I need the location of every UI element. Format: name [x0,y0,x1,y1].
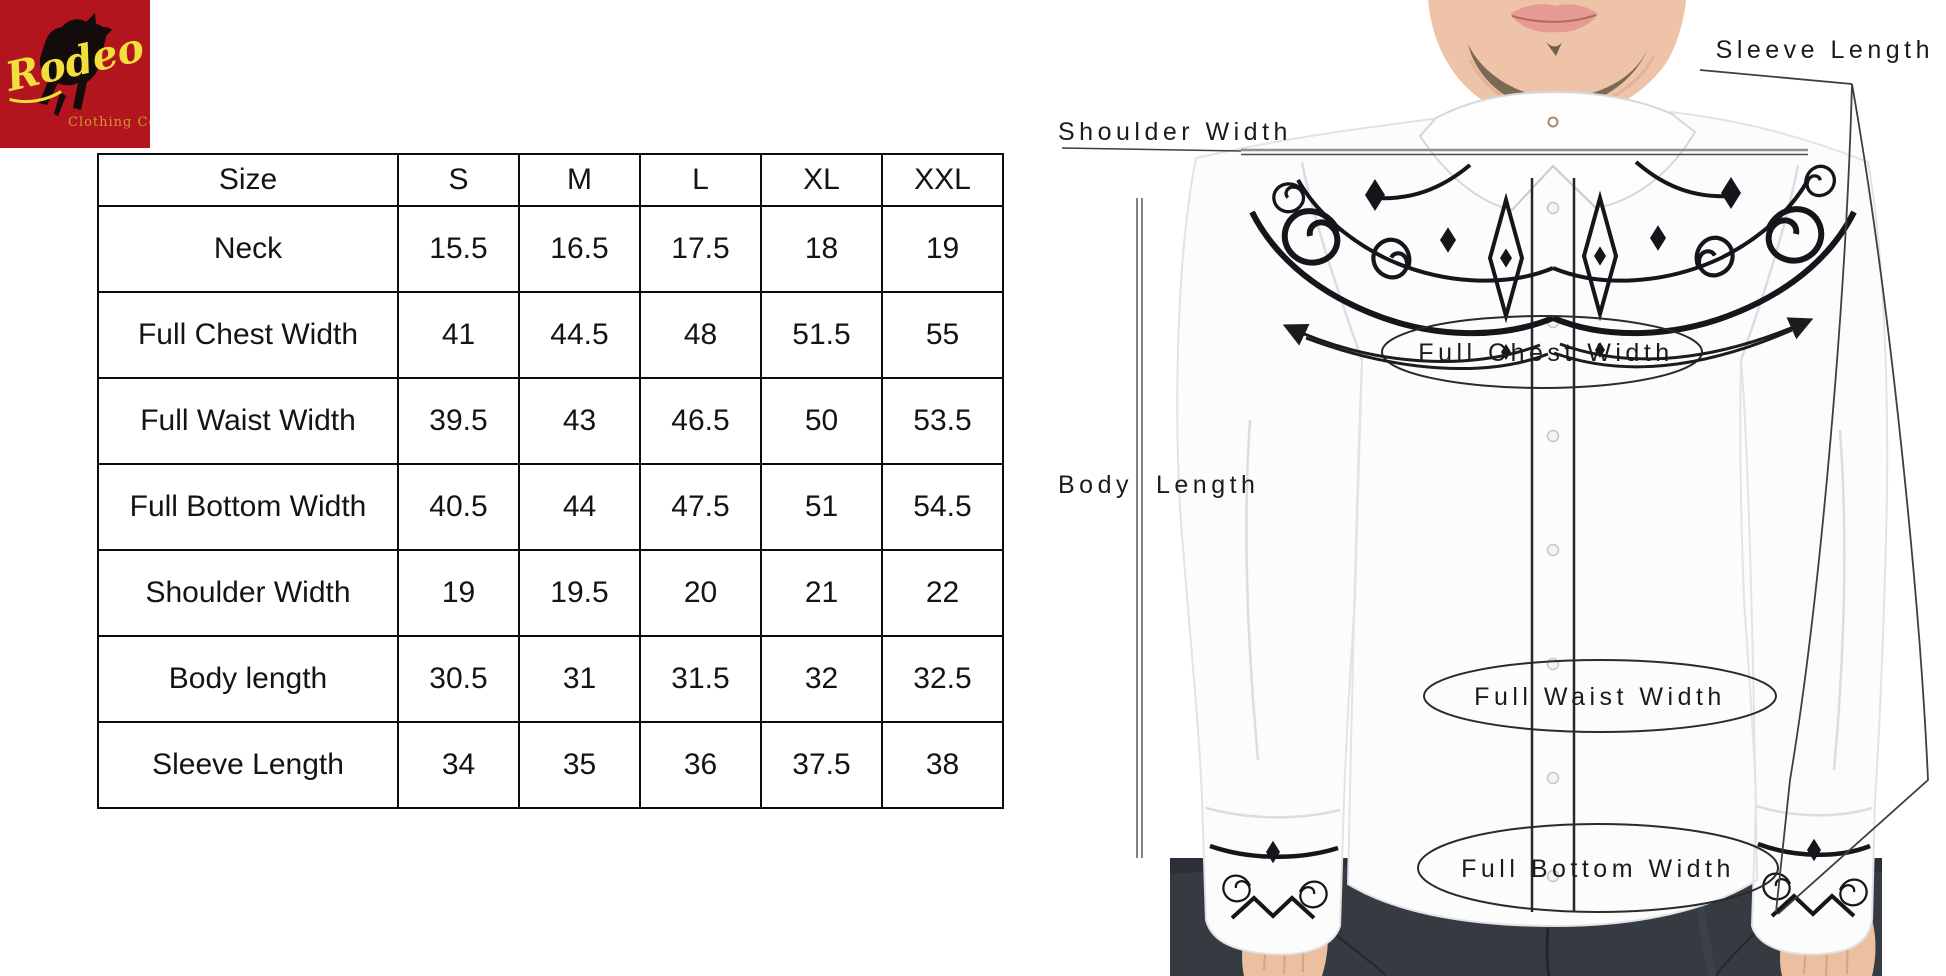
label-length: Length [1156,471,1259,499]
col-header-m: M [518,153,641,207]
shirt-placket [1530,178,1576,912]
cell: 19 [397,549,520,637]
label-body: Body [1058,471,1133,499]
full-waist-ellipse [1423,659,1777,733]
brand-swash [9,90,62,104]
cell: 18 [760,205,883,293]
table-row-full-chest-width: Full Chest Width 41 44.5 48 51.5 55 [97,291,1004,379]
table-row-shoulder-width: Shoulder Width 19 19.5 20 21 22 [97,549,1004,637]
cell: 46.5 [639,377,762,465]
cell: 51.5 [760,291,883,379]
cell: 21 [760,549,883,637]
embroidery-yoke [1249,159,1857,360]
cell: 38 [881,721,1004,809]
embroidery-cuffs [1209,838,1871,920]
label-full-bottom-width: Full Bottom Width [1461,855,1735,883]
cell: 40.5 [397,463,520,551]
cell: 31 [518,635,641,723]
model-lips [1510,4,1598,33]
cell: 34 [397,721,520,809]
table-row-sleeve-length: Sleeve Length 34 35 36 37.5 38 [97,721,1004,809]
cell: 32.5 [881,635,1004,723]
table-row-neck: Neck 15.5 16.5 17.5 18 19 [97,205,1004,293]
cell: 39.5 [397,377,520,465]
row-label: Shoulder Width [97,549,399,637]
label-shoulder-width: Shoulder Width [1058,118,1292,146]
row-label: Full Bottom Width [97,463,399,551]
label-sleeve-length: Sleeve Length [1716,36,1934,64]
cell: 47.5 [639,463,762,551]
cell: 51 [760,463,883,551]
label-body-length: Body Length [1058,471,1259,499]
cell: 32 [760,635,883,723]
label-full-chest-width: Full Chest Width [1418,339,1673,367]
row-label: Neck [97,205,399,293]
brand-logo-art: Rodeo Clothing Co. [0,0,161,148]
sleeve-length-lines [1699,69,1929,915]
cell: 31.5 [639,635,762,723]
label-full-waist-width: Full Waist Width [1474,683,1726,711]
cell: 35 [518,721,641,809]
size-chart-header-row: Size S M L XL XXL [97,153,1004,207]
cell: 19.5 [518,549,641,637]
row-label: Sleeve Length [97,721,399,809]
logo-subtitle: Clothing Co. [68,115,150,130]
size-chart-table: Size S M L XL XXL Neck 15.5 16.5 17.5 18… [97,153,1004,809]
row-label: Full Waist Width [97,377,399,465]
cell: 36 [639,721,762,809]
full-chest-ellipse [1381,315,1703,389]
cell: 54.5 [881,463,1004,551]
cell: 48 [639,291,762,379]
col-header-size: Size [97,153,399,207]
cell: 20 [639,549,762,637]
collar-button [1547,116,1559,128]
cell: 43 [518,377,641,465]
cell: 53.5 [881,377,1004,465]
cell: 30.5 [397,635,520,723]
cell: 55 [881,291,1004,379]
cell: 19 [881,205,1004,293]
row-label: Full Chest Width [97,291,399,379]
cell: 44.5 [518,291,641,379]
model-goatee [1468,42,1650,111]
measurement-annotations: Shoulder Width Body Length Sleeve Length … [1058,36,1934,915]
table-row-full-bottom-width: Full Bottom Width 40.5 44 47.5 51 54.5 [97,463,1004,551]
cell: 37.5 [760,721,883,809]
cell: 15.5 [397,205,520,293]
cell: 16.5 [518,205,641,293]
cell: 17.5 [639,205,762,293]
chest-width-arrows [1282,317,1814,370]
row-label: Body length [97,635,399,723]
col-header-l: L [639,153,762,207]
shirt-seams [1205,161,1873,819]
shoulder-width-leader [1061,147,1242,152]
table-row-body-length: Body length 30.5 31 31.5 32 32.5 [97,635,1004,723]
col-header-s: S [397,153,520,207]
cell: 50 [760,377,883,465]
table-row-full-waist-width: Full Waist Width 39.5 43 46.5 50 53.5 [97,377,1004,465]
model-shirt [1176,90,1889,956]
cell: 41 [397,291,520,379]
shirt-measurement-diagram: Shoulder Width Body Length Sleeve Length … [1058,0,1934,976]
cell: 22 [881,549,1004,637]
col-header-xxl: XXL [881,153,1004,207]
full-bottom-ellipse [1417,823,1779,913]
cell: 44 [518,463,641,551]
col-header-xl: XL [760,153,883,207]
brand-logo: Rodeo Clothing Co. [0,0,161,148]
horse-icon [39,13,112,116]
